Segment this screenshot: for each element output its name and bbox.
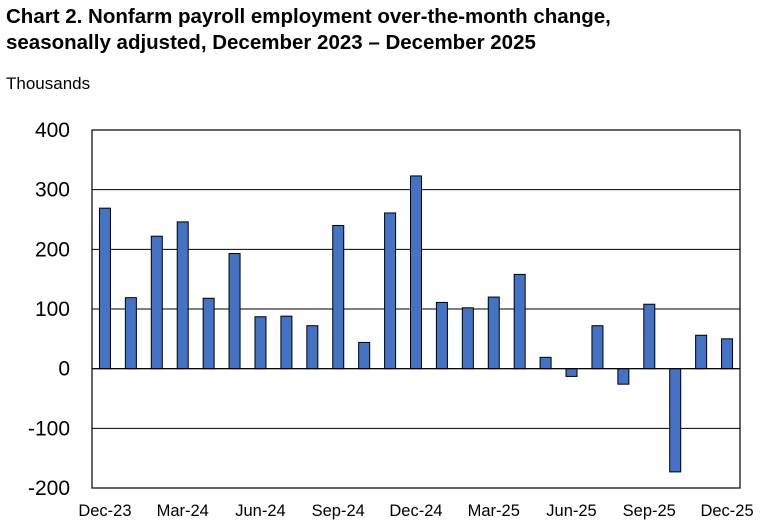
x-tick-label: Dec-24 xyxy=(389,502,442,520)
y-tick-label: -100 xyxy=(28,417,70,440)
bar xyxy=(435,301,448,370)
bar xyxy=(384,212,397,370)
x-tick-label: Sep-25 xyxy=(623,502,676,520)
bar xyxy=(669,368,682,473)
bar xyxy=(254,316,267,370)
bar xyxy=(280,315,293,370)
bar xyxy=(539,356,552,370)
bar xyxy=(228,253,241,370)
chart-title: Chart 2. Nonfarm payroll employment over… xyxy=(6,4,756,56)
y-tick-label: 400 xyxy=(35,119,70,142)
y-tick-label: 0 xyxy=(58,358,70,381)
chart-title-line-2: seasonally adjusted, December 2023 – Dec… xyxy=(6,31,536,54)
bar xyxy=(150,235,163,370)
bar xyxy=(591,325,604,370)
x-tick-label: Jun-24 xyxy=(235,502,285,520)
y-axis-unit-label: Thousands xyxy=(6,74,91,93)
bar xyxy=(410,175,422,370)
plot-frame xyxy=(91,129,741,489)
bar xyxy=(721,338,734,370)
y-tick-label: -200 xyxy=(28,477,70,500)
bar xyxy=(643,303,656,370)
chart-title-line-1: Chart 2. Nonfarm payroll employment over… xyxy=(6,5,611,28)
bar xyxy=(487,296,500,370)
x-tick-label: Mar-24 xyxy=(157,502,209,520)
bar xyxy=(617,368,630,385)
bar xyxy=(461,307,474,370)
x-tick-label: Jun-25 xyxy=(546,502,596,520)
bar xyxy=(306,325,319,370)
y-tick-label: 100 xyxy=(35,298,70,321)
bar xyxy=(565,368,578,377)
bar xyxy=(332,224,345,370)
bar xyxy=(695,334,708,370)
x-tick-label: Dec-23 xyxy=(78,502,131,520)
y-tick-label: 300 xyxy=(35,179,70,202)
y-tick-label: 200 xyxy=(35,238,70,261)
x-tick-label: Sep-24 xyxy=(312,502,365,520)
bar xyxy=(202,297,215,370)
bar xyxy=(98,207,111,370)
bar xyxy=(358,341,371,370)
bar xyxy=(176,221,189,370)
bar xyxy=(124,297,137,370)
bar xyxy=(513,273,526,370)
x-tick-label: Mar-25 xyxy=(468,502,520,520)
x-tick-label: Dec-25 xyxy=(700,502,753,520)
